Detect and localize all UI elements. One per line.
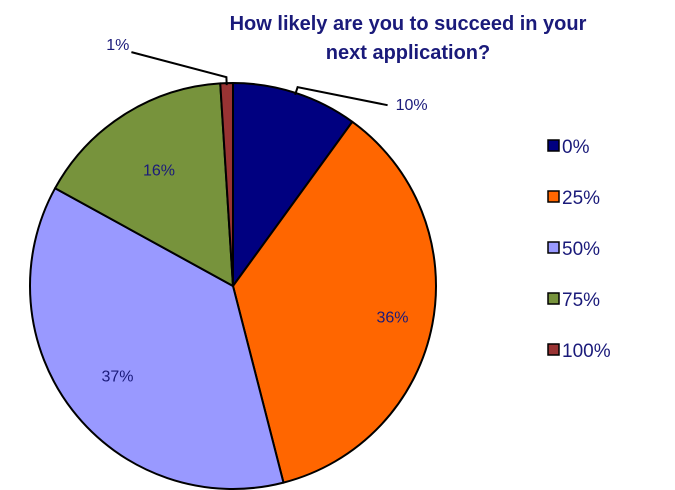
- data-label-25pct: 36%: [376, 309, 408, 326]
- pie-slice-50pct: [29, 187, 285, 490]
- legend-swatch-25pct: [547, 190, 560, 203]
- data-label-50pct: 37%: [101, 369, 133, 386]
- legend-label-0pct: 0%: [562, 137, 590, 158]
- pie-slice-75pct: [54, 82, 234, 287]
- legend-swatch-75pct: [547, 292, 560, 305]
- chart-title-line-1: How likely are you to succeed in your: [230, 13, 587, 35]
- chart-title: How likely are you to succeed in your ne…: [230, 13, 587, 64]
- legend-label-25pct: 25%: [562, 188, 600, 209]
- leader-line-0pct: [294, 86, 388, 107]
- data-labels: 10% 36% 37% 16% 1%: [101, 37, 427, 386]
- data-label-0pct: 10%: [396, 97, 428, 114]
- legend-label-100pct: 100%: [562, 341, 611, 362]
- legend-label-75pct: 75%: [562, 290, 600, 311]
- pie-slice-25pct: [232, 120, 437, 484]
- pie-slices: [29, 81, 437, 490]
- legend: 0% 25% 50% 75% 100%: [547, 137, 611, 362]
- leader-lines: [131, 51, 388, 107]
- legend-swatch-0pct: [547, 139, 560, 152]
- chart-title-line-2: next application?: [326, 42, 490, 64]
- legend-label-50pct: 50%: [562, 239, 600, 260]
- legend-swatch-100pct: [547, 343, 560, 356]
- leader-line-100pct: [131, 51, 228, 86]
- data-label-100pct: 1%: [106, 37, 129, 54]
- legend-swatch-50pct: [547, 241, 560, 254]
- data-label-75pct: 16%: [143, 162, 175, 179]
